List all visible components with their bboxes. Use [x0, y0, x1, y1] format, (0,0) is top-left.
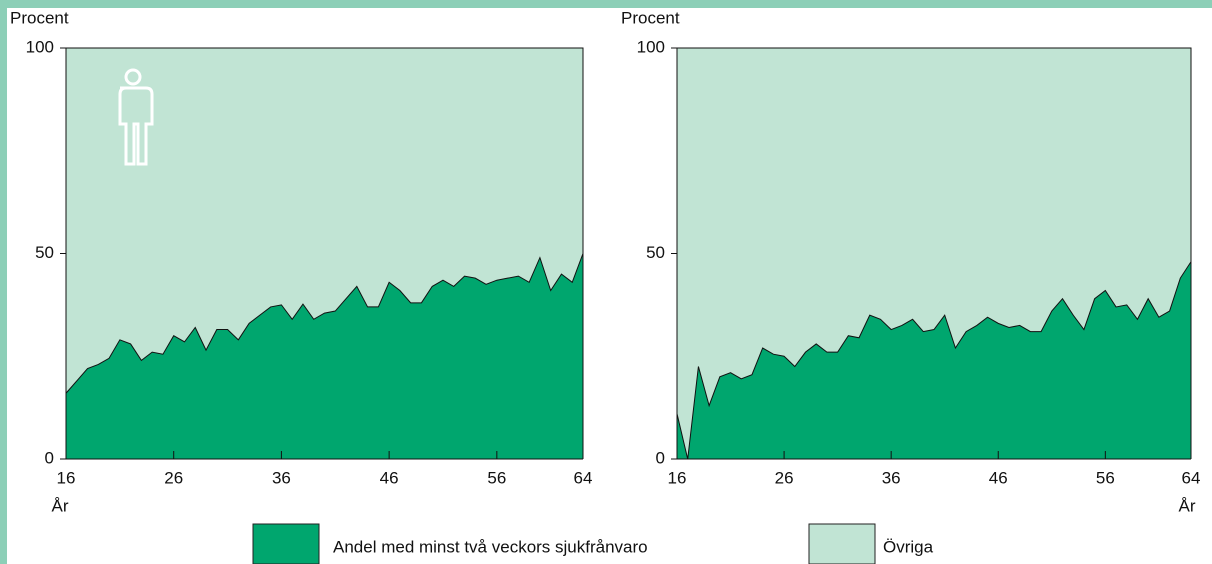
legend-swatch	[808, 523, 876, 564]
x-tick-label: 46	[989, 468, 1008, 487]
line	[65, 253, 584, 394]
y-axis-label: Procent	[621, 8, 680, 27]
y-tick-label: 100	[637, 37, 665, 56]
plots: 0 50 100 16 26 36 46 56 64 Procent År 0 50 100 16 26 36 4…	[10, 8, 1200, 515]
person-icon	[118, 68, 154, 166]
legend-swatch	[252, 523, 320, 564]
left-band	[0, 0, 7, 564]
x-tick-label: 16	[57, 468, 76, 487]
legend-label: Övriga	[883, 537, 934, 556]
area-fill	[66, 253, 583, 459]
top-band	[0, 0, 1212, 8]
legend-label: Andel med minst två veckors sjukfrånvaro	[333, 537, 648, 556]
line	[676, 261, 1192, 460]
x-axis-label: År	[52, 496, 69, 515]
y-tick-label: 50	[646, 243, 665, 262]
x-tick-label: 36	[882, 468, 901, 487]
y-axis-label: Procent	[10, 8, 69, 27]
x-tick-label: 46	[380, 468, 399, 487]
x-tick-label: 56	[1096, 468, 1115, 487]
x-tick-label: 56	[487, 468, 506, 487]
x-tick-label: 26	[775, 468, 794, 487]
x-axis-label: År	[1179, 496, 1196, 515]
x-tick-label: 36	[272, 468, 291, 487]
x-tick-label: 26	[164, 468, 183, 487]
y-tick-label: 100	[26, 37, 54, 56]
x-tick-label: 16	[668, 468, 687, 487]
y-tick-label: 0	[45, 448, 54, 467]
area-fill	[677, 261, 1191, 459]
x-tick-label: 64	[1182, 468, 1201, 487]
y-tick-label: 50	[35, 243, 54, 262]
y-tick-label: 0	[656, 448, 665, 467]
x-tick-label: 64	[574, 468, 593, 487]
